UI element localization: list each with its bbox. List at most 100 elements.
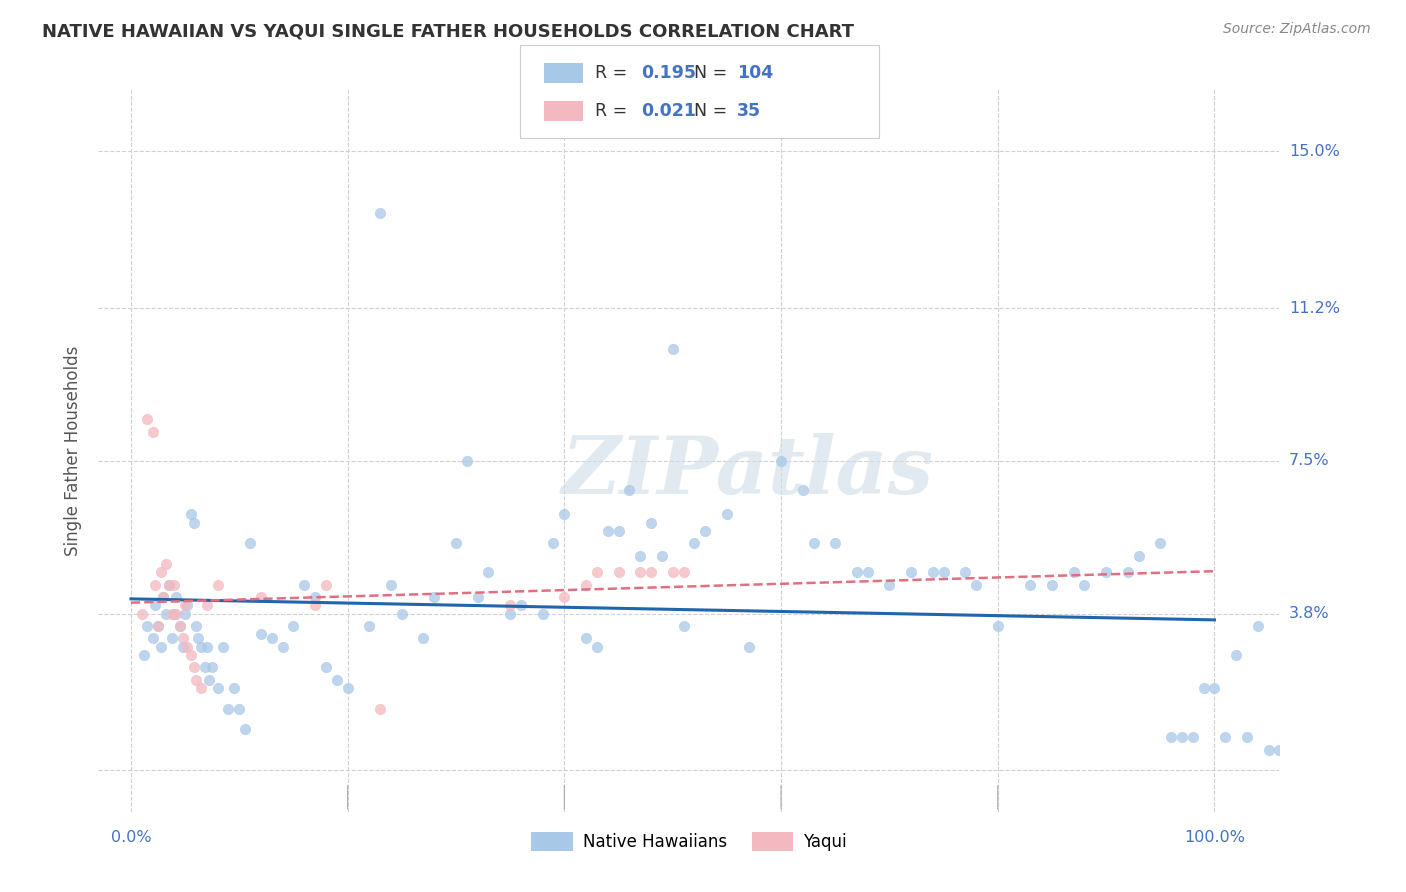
Point: [315, 577, 337, 591]
Point: [1149, 536, 1171, 550]
Point: [233, 722, 256, 736]
Point: [1160, 731, 1182, 745]
Point: [672, 619, 695, 633]
Point: [131, 607, 153, 621]
Text: 0.021: 0.021: [641, 102, 696, 120]
Point: [157, 577, 180, 591]
Point: [132, 648, 155, 662]
Point: [180, 508, 202, 522]
Point: [499, 607, 522, 621]
Point: [207, 577, 229, 591]
Point: [368, 701, 391, 715]
Point: [142, 632, 165, 646]
Text: 35: 35: [737, 102, 761, 120]
Point: [1171, 731, 1194, 745]
Point: [412, 632, 434, 646]
Point: [628, 549, 651, 563]
Point: [260, 632, 283, 646]
Point: [143, 577, 166, 591]
Point: [1268, 743, 1291, 757]
Text: 104: 104: [737, 64, 773, 82]
Point: [190, 681, 212, 695]
Point: [683, 536, 706, 550]
Point: [803, 536, 825, 550]
Point: [607, 524, 630, 538]
Point: [228, 701, 250, 715]
Point: [1204, 681, 1226, 695]
Point: [239, 536, 262, 550]
Point: [553, 590, 575, 604]
Point: [292, 577, 315, 591]
Point: [163, 607, 186, 621]
Text: 0.195: 0.195: [641, 64, 696, 82]
Point: [195, 599, 218, 613]
Text: R =: R =: [595, 64, 633, 82]
Point: [651, 549, 673, 563]
Point: [169, 619, 191, 633]
Point: [152, 590, 174, 604]
Point: [155, 607, 177, 621]
Text: 11.2%: 11.2%: [1289, 301, 1340, 316]
Point: [187, 632, 209, 646]
Point: [169, 619, 191, 633]
Point: [1128, 549, 1150, 563]
Point: [198, 673, 221, 687]
Point: [1247, 619, 1270, 633]
Point: [575, 577, 598, 591]
Point: [391, 607, 413, 621]
Point: [716, 508, 738, 522]
Point: [1236, 731, 1258, 745]
Point: [467, 590, 489, 604]
Text: R =: R =: [595, 102, 633, 120]
Point: [136, 619, 159, 633]
Point: [585, 566, 607, 580]
Point: [1063, 566, 1085, 580]
Point: [150, 566, 173, 580]
Point: [250, 590, 273, 604]
Point: [672, 566, 695, 580]
Point: [1116, 566, 1139, 580]
Point: [163, 577, 186, 591]
Text: 7.5%: 7.5%: [1289, 453, 1330, 468]
Point: [336, 681, 359, 695]
Point: [146, 619, 169, 633]
Point: [304, 599, 326, 613]
Point: [155, 557, 177, 571]
Point: [932, 566, 955, 580]
Point: [304, 590, 326, 604]
Point: [845, 566, 868, 580]
Point: [1289, 743, 1312, 757]
Point: [222, 681, 245, 695]
Point: [640, 516, 662, 530]
Point: [900, 566, 922, 580]
Point: [160, 607, 183, 621]
Point: [965, 577, 987, 591]
Point: [315, 660, 337, 674]
Point: [1095, 566, 1118, 580]
Point: [444, 536, 467, 550]
Point: [1225, 648, 1247, 662]
Point: [142, 425, 165, 439]
Text: NATIVE HAWAIIAN VS YAQUI SINGLE FATHER HOUSEHOLDS CORRELATION CHART: NATIVE HAWAIIAN VS YAQUI SINGLE FATHER H…: [42, 22, 855, 40]
Point: [640, 566, 662, 580]
Text: 15.0%: 15.0%: [1289, 144, 1340, 159]
Point: [661, 343, 683, 357]
Point: [879, 577, 901, 591]
Text: N =: N =: [683, 64, 733, 82]
Text: 100.0%: 100.0%: [1184, 830, 1244, 846]
Point: [165, 590, 187, 604]
Point: [172, 632, 194, 646]
Point: [174, 607, 197, 621]
Y-axis label: Single Father Households: Single Father Households: [65, 345, 83, 556]
Point: [824, 536, 846, 550]
Text: Source: ZipAtlas.com: Source: ZipAtlas.com: [1223, 22, 1371, 37]
Point: [195, 640, 218, 654]
Point: [326, 673, 349, 687]
Point: [1257, 743, 1279, 757]
Point: [1213, 731, 1236, 745]
Point: [180, 648, 202, 662]
Point: [207, 681, 229, 695]
Point: [477, 566, 499, 580]
Point: [585, 640, 607, 654]
Point: [176, 599, 198, 613]
